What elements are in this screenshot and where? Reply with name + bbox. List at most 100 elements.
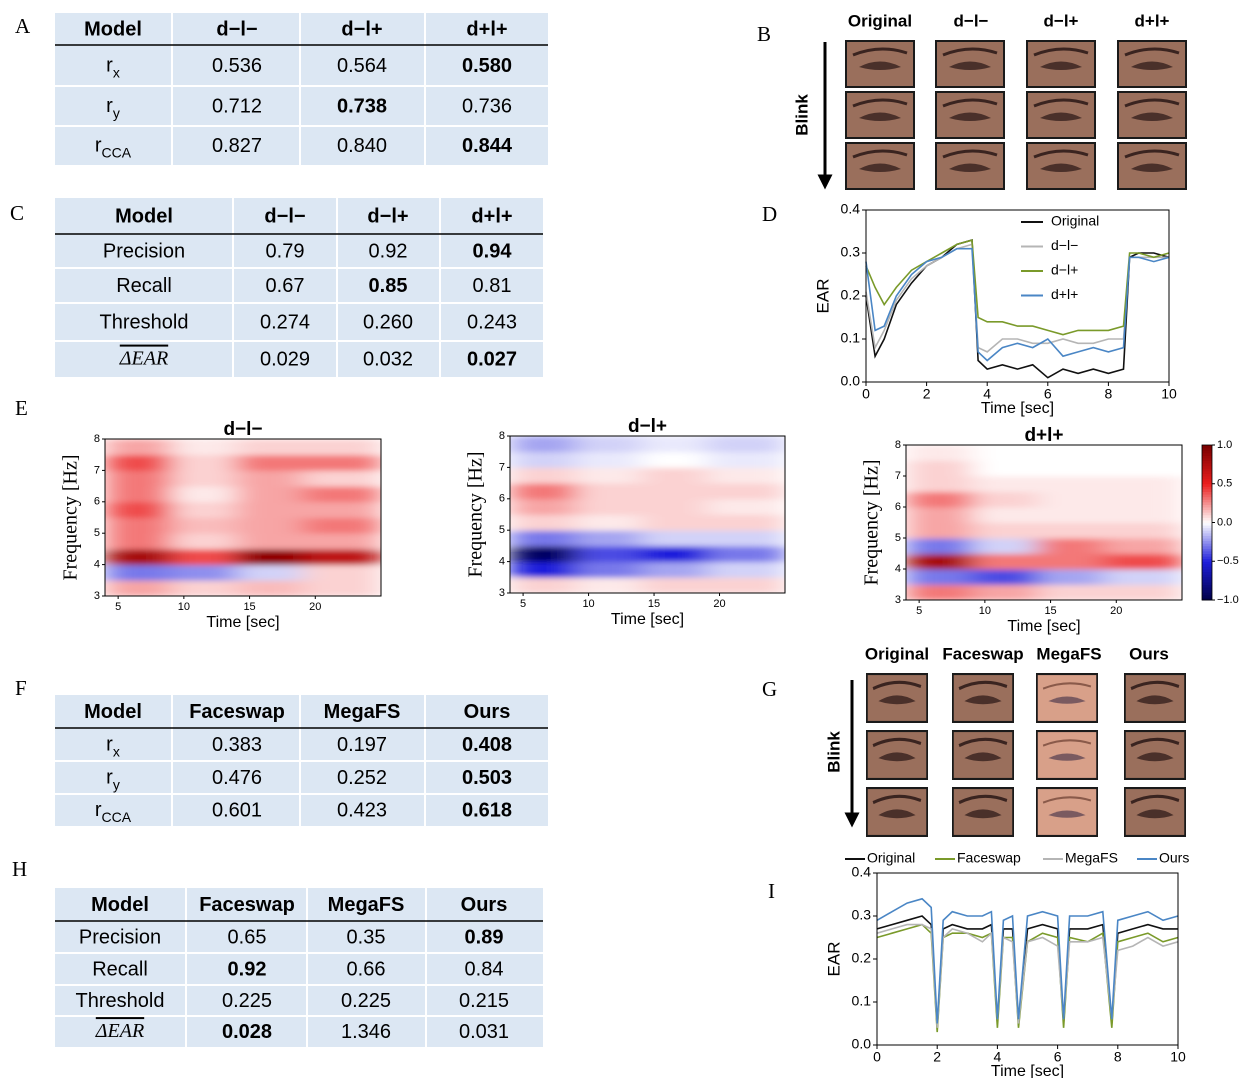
column-header: d+l+ xyxy=(466,18,507,40)
panel-label: H xyxy=(12,857,27,881)
heatmap-cell xyxy=(170,533,237,550)
heatmap-cell xyxy=(906,460,973,477)
eye-image xyxy=(1026,40,1096,88)
heatmap-cell xyxy=(706,577,785,593)
table-cell: 0.260 xyxy=(363,311,413,333)
panel-label: B xyxy=(757,22,771,46)
table-cell: ry xyxy=(106,95,120,120)
colorbar-step xyxy=(1202,594,1212,598)
table-cell: 0.35 xyxy=(347,926,386,948)
x-tick-label: 4 xyxy=(983,386,991,402)
column-header: d−l+ xyxy=(367,205,408,227)
heatmap-cell xyxy=(640,530,707,547)
colorbar-step xyxy=(1202,517,1212,521)
legend-label: MegaFS xyxy=(1065,850,1118,866)
chart-title: d−l− xyxy=(223,419,262,440)
colorbar-tick-label: −0.5 xyxy=(1217,555,1239,567)
colorbar-step xyxy=(1202,543,1212,547)
legend-label: d+l+ xyxy=(1051,286,1078,302)
heatmap-cell xyxy=(236,470,303,487)
heatmap-cell xyxy=(640,436,707,453)
x-tick-label: 4 xyxy=(994,1049,1002,1065)
y-tick-label: 6 xyxy=(94,496,100,508)
y-axis-label: EAR xyxy=(824,942,843,977)
cell-subscript: x xyxy=(113,743,120,759)
heatmap-cell xyxy=(1103,476,1182,492)
heatmap-cell xyxy=(1037,476,1104,492)
eye-image xyxy=(1036,730,1098,780)
heatmap-cell xyxy=(1037,538,1104,554)
heatmap-cell xyxy=(971,569,1038,585)
heatmap-cell xyxy=(575,451,642,468)
x-tick-label: 15 xyxy=(648,598,660,610)
heatmap-cell xyxy=(706,530,785,547)
plot-frame xyxy=(905,444,1183,601)
x-axis-label: Time [sec] xyxy=(611,611,684,628)
x-tick-label: 0 xyxy=(862,386,870,402)
x-axis-label: Time [sec] xyxy=(1007,618,1080,635)
heatmap-cell xyxy=(971,445,1038,461)
heatmap-cell xyxy=(906,584,973,600)
heatmap-cell xyxy=(971,491,1038,508)
table-cell: 0.252 xyxy=(337,767,387,789)
column-header: d+l+ xyxy=(471,205,512,227)
axis-label: Blink xyxy=(792,94,811,136)
x-tick-label: 2 xyxy=(933,1049,941,1065)
colorbar-step xyxy=(1202,509,1212,513)
table-cell: 0.827 xyxy=(212,135,262,157)
colorbar-step xyxy=(1202,584,1212,588)
x-tick-label: 2 xyxy=(923,386,931,402)
colorbar-step xyxy=(1202,507,1212,511)
heatmap-cell xyxy=(906,491,973,508)
colorbar-step xyxy=(1202,530,1212,534)
column-header: d−l− xyxy=(264,205,305,227)
heatmap-cells xyxy=(105,439,381,596)
heatmap-cell xyxy=(906,507,973,523)
heatmap-cell xyxy=(1103,507,1182,523)
heatmap-cell xyxy=(640,514,707,531)
heatmap-cell xyxy=(706,436,785,453)
x-axis-label: Time [sec] xyxy=(991,1063,1064,1078)
table-cell: 0.029 xyxy=(260,348,310,370)
table-cell: 0.89 xyxy=(465,926,504,948)
colorbar-step xyxy=(1202,527,1212,531)
panel-label: G xyxy=(762,677,777,701)
heatmap-cell xyxy=(575,577,642,593)
eye-image xyxy=(952,787,1014,837)
table-cell: 0.840 xyxy=(337,135,387,157)
y-tick-label: 0.4 xyxy=(852,864,872,880)
heatmap-cell xyxy=(302,564,381,581)
heatmap-cell xyxy=(236,548,303,566)
y-tick-label: 4 xyxy=(895,563,901,575)
x-tick-label: 15 xyxy=(1044,605,1056,617)
heatmap-cell xyxy=(170,564,237,581)
x-tick-label: 6 xyxy=(1054,1049,1062,1065)
heatmap-cell xyxy=(1037,460,1104,477)
y-tick-label: 8 xyxy=(895,439,901,451)
chart-title: d+l+ xyxy=(1024,425,1063,446)
heatmap-cell xyxy=(640,467,707,484)
table-cell: 0.536 xyxy=(212,55,262,77)
heatmap-cell xyxy=(170,548,237,566)
heatmap-cell xyxy=(575,530,642,547)
heatmap-cell xyxy=(105,486,172,503)
colorbar-step xyxy=(1202,478,1212,482)
heatmap-cell xyxy=(706,451,785,468)
table-cell: rCCA xyxy=(95,135,132,160)
colorbar-step xyxy=(1202,483,1212,487)
column-header: d−l+ xyxy=(341,18,382,40)
colorbar-step xyxy=(1202,468,1212,472)
y-tick-label: 0.1 xyxy=(841,330,861,346)
heatmap-cell xyxy=(236,454,303,471)
x-tick-label: 5 xyxy=(520,598,526,610)
eye-image xyxy=(845,40,915,88)
cell-text: r xyxy=(106,55,113,77)
series-line xyxy=(865,239,1170,379)
heatmap-cell xyxy=(971,507,1038,523)
cell-subscript: CCA xyxy=(102,809,132,825)
panel-label: F xyxy=(15,676,27,700)
heatmap-cell xyxy=(302,486,381,503)
heatmap-cell xyxy=(640,483,707,500)
colorbar: −1.0 −0.5 0.0 0.5 1.0 xyxy=(1201,439,1239,606)
